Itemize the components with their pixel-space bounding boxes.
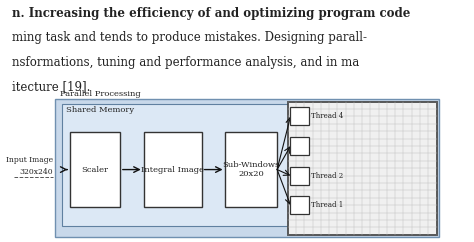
Bar	[55, 99, 438, 237]
Text: Thread 1: Thread 1	[311, 201, 344, 209]
Text: Thread 4: Thread 4	[311, 113, 344, 121]
Bar	[288, 102, 437, 235]
Text: Thread 2: Thread 2	[311, 172, 344, 180]
Text: n. Increasing the efficiency of and optimizing program code: n. Increasing the efficiency of and opti…	[12, 7, 410, 20]
Text: Parallel Processing: Parallel Processing	[60, 90, 140, 98]
Text: 320x240: 320x240	[19, 168, 53, 176]
Bar	[144, 132, 202, 207]
Text: nsformations, tuning and performance analysis, and in ma: nsformations, tuning and performance ana…	[12, 56, 359, 69]
Text: Sub-Windows
20x20: Sub-Windows 20x20	[223, 161, 280, 178]
Bar	[62, 104, 432, 226]
Bar	[291, 137, 309, 155]
Text: Input Image: Input Image	[6, 156, 53, 164]
Bar	[291, 107, 309, 126]
Text: itecture [19].: itecture [19].	[12, 80, 91, 93]
Bar	[291, 196, 309, 214]
Text: ming task and tends to produce mistakes. Designing parall-: ming task and tends to produce mistakes.…	[12, 31, 367, 45]
Bar	[70, 132, 120, 207]
Bar	[226, 132, 277, 207]
Text: Integral Image: Integral Image	[141, 166, 204, 174]
Text: Scaler: Scaler	[82, 166, 109, 174]
Bar	[291, 166, 309, 185]
Text: Shared Memory: Shared Memory	[66, 106, 134, 114]
